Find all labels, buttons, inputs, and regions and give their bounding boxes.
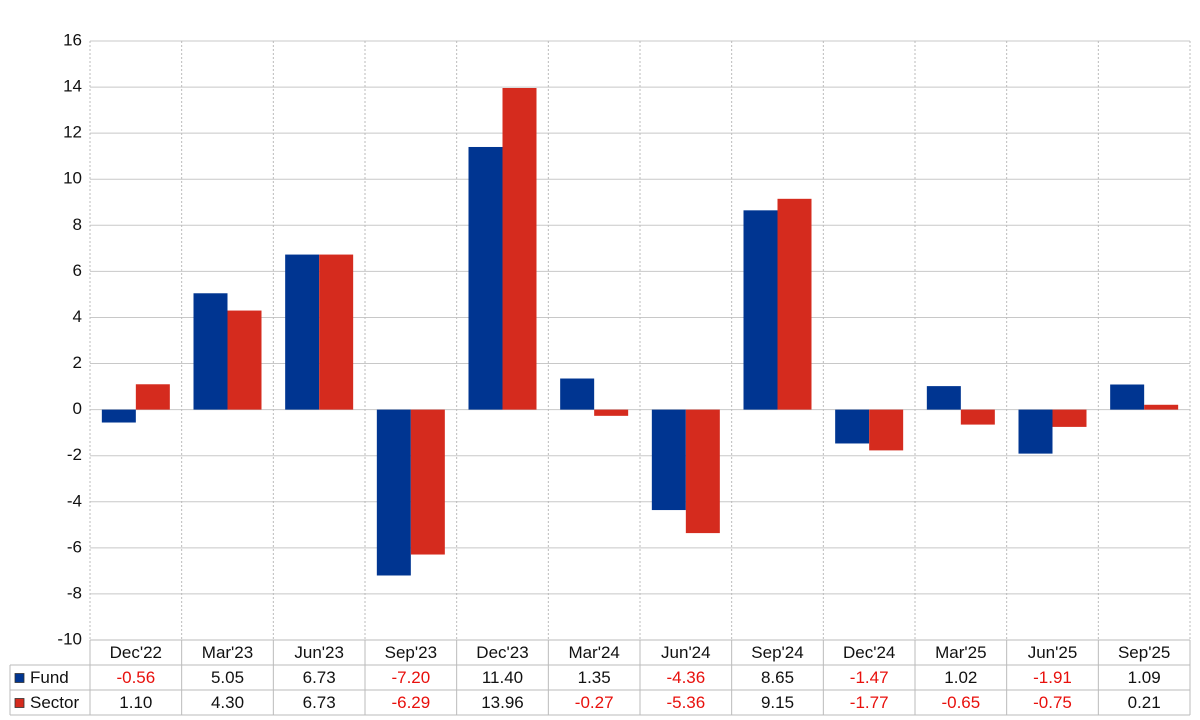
table-value: -0.75 <box>1033 693 1072 712</box>
bar <box>376 409 411 576</box>
bar <box>835 409 870 444</box>
table-value: -0.65 <box>941 693 980 712</box>
x-tick-label: Mar'25 <box>935 643 986 662</box>
y-tick-label: 4 <box>73 307 82 326</box>
bar <box>285 254 320 410</box>
y-tick-label: 12 <box>63 123 82 142</box>
x-tick-label: Jun'25 <box>1028 643 1078 662</box>
bar <box>319 254 354 410</box>
bar <box>651 409 686 511</box>
table-value: 13.96 <box>481 693 524 712</box>
table-value: -4.36 <box>666 668 705 687</box>
bar <box>594 409 629 416</box>
legend-swatch <box>14 673 25 683</box>
legend-label: Fund <box>30 668 69 687</box>
x-tick-label: Jun'23 <box>294 643 344 662</box>
x-tick-label: Sep'25 <box>1118 643 1170 662</box>
x-tick-label: Mar'24 <box>568 643 619 662</box>
x-tick-label: Dec'24 <box>843 643 895 662</box>
y-tick-label: -2 <box>67 445 82 464</box>
bar <box>410 409 445 555</box>
bar <box>1110 384 1145 410</box>
y-tick-label: -6 <box>67 537 82 556</box>
table-value: -1.47 <box>850 668 889 687</box>
table-value: -6.29 <box>391 693 430 712</box>
legend-swatch <box>14 698 25 708</box>
y-tick-label: 2 <box>73 353 82 372</box>
table-value: 1.02 <box>944 668 977 687</box>
x-tick-label: Jun'24 <box>661 643 711 662</box>
table-value: 6.73 <box>303 693 336 712</box>
x-tick-label: Sep'24 <box>751 643 803 662</box>
bar <box>101 409 136 423</box>
x-tick-label: Dec'22 <box>110 643 162 662</box>
table-value: -7.20 <box>391 668 430 687</box>
bar <box>960 409 995 425</box>
bar <box>685 409 720 534</box>
bar <box>869 409 904 451</box>
bar <box>777 198 812 410</box>
bar <box>502 87 537 410</box>
table-value: -1.77 <box>850 693 889 712</box>
y-tick-label: 6 <box>73 261 82 280</box>
table-value: -1.91 <box>1033 668 1072 687</box>
table-value: 9.15 <box>761 693 794 712</box>
y-tick-label: 14 <box>63 77 82 96</box>
x-tick-label: Sep'23 <box>385 643 437 662</box>
bar <box>468 146 503 410</box>
y-tick-label: 10 <box>63 169 82 188</box>
table-value: -0.27 <box>575 693 614 712</box>
y-tick-label: -10 <box>57 629 82 648</box>
table-value: 6.73 <box>303 668 336 687</box>
bar <box>560 378 595 410</box>
table-value: 11.40 <box>482 668 523 687</box>
bar <box>1018 409 1053 454</box>
y-tick-label: 16 <box>63 30 82 49</box>
table-value: 8.65 <box>761 668 794 687</box>
bar <box>135 384 170 410</box>
table-value: -5.36 <box>666 693 705 712</box>
table-value: 0.21 <box>1128 693 1161 712</box>
x-tick-label: Dec'23 <box>476 643 528 662</box>
y-tick-label: -4 <box>67 491 82 510</box>
bar <box>1052 409 1087 427</box>
y-tick-label: 8 <box>73 215 82 234</box>
bar <box>743 210 778 410</box>
legend-label: Sector <box>30 693 79 712</box>
table-value: 1.09 <box>1128 668 1161 687</box>
bar <box>926 386 961 410</box>
table-value: 1.10 <box>119 693 152 712</box>
table-value: 4.30 <box>211 693 244 712</box>
table-value: 5.05 <box>211 668 244 687</box>
bar <box>193 293 228 410</box>
bar <box>227 310 262 410</box>
bar <box>1144 404 1179 410</box>
table-value: -0.56 <box>116 668 155 687</box>
x-tick-label: Mar'23 <box>202 643 253 662</box>
table-value: 1.35 <box>578 668 611 687</box>
y-tick-label: -8 <box>67 583 82 602</box>
y-tick-label: 0 <box>73 399 82 418</box>
